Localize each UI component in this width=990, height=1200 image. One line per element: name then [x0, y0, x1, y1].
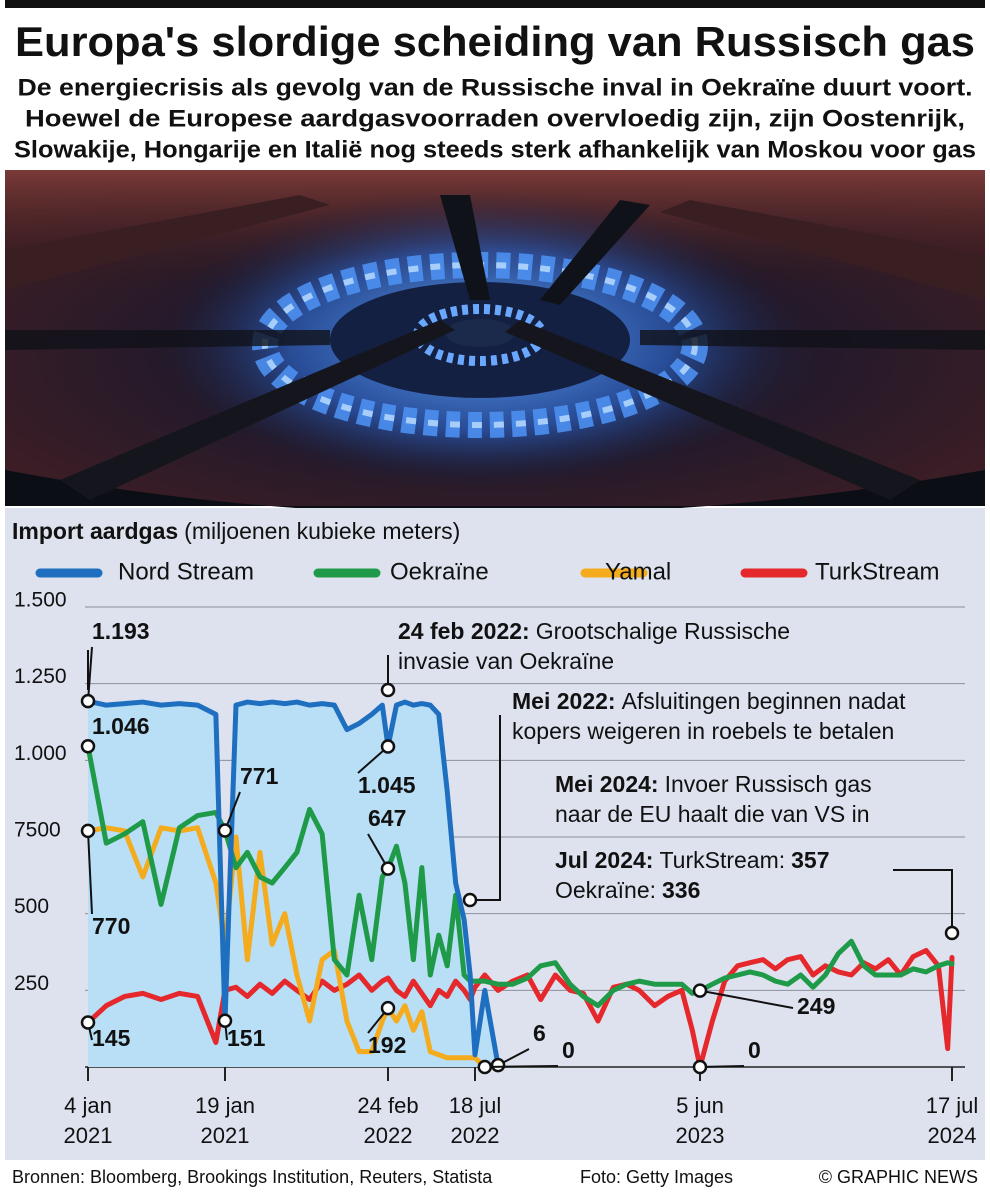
legend-label: Nord Stream [118, 558, 254, 585]
annotation-date: Mei 2024: [555, 771, 659, 797]
x-tick-label: 18 jul 2022 [449, 1093, 502, 1148]
annotation-date: 24 feb 2022: [398, 618, 530, 644]
data-label: 192 [368, 1032, 406, 1058]
label-leader [699, 1065, 745, 1068]
label-dot [380, 1000, 396, 1016]
subtitle: De energiecrisis als gevolg van de Russi… [18, 74, 973, 101]
sources: Bronnen: Bloomberg, Brookings Institutio… [12, 1167, 493, 1187]
annotation-text: Oekraïne: [555, 877, 656, 903]
top-bar [5, 0, 985, 8]
credit: © GRAPHIC NEWS [819, 1167, 978, 1187]
annotation: Mei 2022: Afsluitingen beginnen nadat [512, 688, 906, 714]
label-dot [692, 983, 708, 998]
annotation: kopers weigeren in roebels te betalen [512, 718, 894, 744]
annotation-text: Afsluitingen beginnen nadat [622, 688, 907, 714]
x-tick-label: 24 feb 2022 [357, 1093, 418, 1148]
label-dot [217, 1013, 233, 1028]
data-label: 6 [533, 1020, 546, 1046]
data-label: 0 [748, 1037, 761, 1063]
label-dot [80, 738, 96, 754]
x-tick-label: 19 jan 2021 [195, 1093, 255, 1148]
label-dot [80, 823, 96, 839]
y-tick-label: 1.500 [14, 589, 67, 612]
annotation-value: 336 [662, 877, 700, 903]
label-dot [217, 823, 233, 838]
annotation-text: Grootschalige Russische [536, 618, 790, 644]
data-label: 771 [240, 763, 279, 789]
data-label: 0 [562, 1037, 575, 1063]
series-line [85, 743, 955, 1009]
annotation-dot [380, 682, 396, 698]
annotation: Oekraïne: 336 [555, 877, 700, 903]
photo-credit: Foto: Getty Images [580, 1167, 733, 1187]
annotation-date: Jul 2024: [555, 847, 653, 873]
label-dot [80, 1015, 96, 1030]
label-dot [380, 739, 396, 754]
annotation-dot [944, 925, 960, 941]
label-leader [699, 989, 794, 1009]
y-tick-label: 1.250 [14, 665, 67, 688]
data-label: 151 [227, 1025, 266, 1051]
data-label: 1.045 [358, 772, 416, 798]
data-label: 249 [797, 993, 835, 1019]
label-dot [490, 1057, 506, 1073]
annotation-text: kopers weigeren in roebels te betalen [512, 718, 894, 744]
label-leader [87, 646, 93, 702]
annotation-value: 357 [791, 847, 829, 873]
annotation-text: naar de EU haalt die van VS in [555, 801, 870, 827]
series-area [88, 701, 499, 1067]
annotation-text: invasie van Oekraïne [398, 648, 614, 674]
label-dot [80, 693, 96, 709]
legend-label: Yamal [605, 558, 671, 585]
annotation: naar de EU haalt die van VS in [555, 801, 870, 827]
label-dot [477, 1059, 493, 1075]
annotation-dot [462, 892, 478, 908]
title: Europa's slordige scheiding van Russisch… [15, 18, 975, 65]
subtitle: Hoewel de Europese aardgasvoorraden over… [25, 105, 965, 132]
data-label: 647 [368, 805, 406, 831]
annotation-text: TurkStream: [659, 847, 785, 873]
y-tick-label: 1.000 [14, 742, 67, 765]
x-tick-label: 17 jul 2024 [926, 1093, 979, 1148]
y-tick-label: 7500 [14, 819, 61, 842]
annotation-date: Mei 2022: [512, 688, 616, 714]
label-leader [484, 1065, 559, 1068]
data-label: 1.193 [92, 618, 150, 644]
subtitle: Slowakije, Hongarije en Italië nog steed… [14, 136, 976, 163]
photo [5, 170, 985, 515]
y-tick-label: 500 [14, 895, 49, 918]
annotation: Jul 2024: TurkStream: 357 [555, 847, 830, 873]
series-line [85, 698, 501, 1068]
annotation-leader [893, 869, 953, 933]
annotation-leader [470, 715, 501, 901]
label-dot [380, 861, 396, 876]
chart-title: Import aardgas [12, 518, 178, 544]
x-tick-label: 4 jan 2021 [64, 1093, 113, 1148]
annotation: invasie van Oekraïne [398, 648, 614, 674]
chart-heading: Import aardgas (miljoenen kubieke meters) [12, 518, 460, 544]
y-axis-label: (miljoenen kubieke meters) [184, 518, 460, 544]
x-tick-label: 5 jun 2023 [676, 1093, 725, 1148]
label-dot [692, 1059, 708, 1075]
annotation: Mei 2024: Invoer Russisch gas [555, 771, 872, 797]
legend-label: Oekraïne [390, 558, 489, 585]
label-leader [87, 830, 93, 915]
legend-label: TurkStream [815, 558, 939, 585]
data-label: 1.046 [92, 713, 150, 739]
annotation-text: Invoer Russisch gas [665, 771, 872, 797]
annotation: 24 feb 2022: Grootschalige Russische [398, 618, 790, 644]
y-tick-label: 250 [14, 972, 49, 995]
data-label: 770 [92, 913, 130, 939]
data-label: 145 [92, 1025, 131, 1051]
